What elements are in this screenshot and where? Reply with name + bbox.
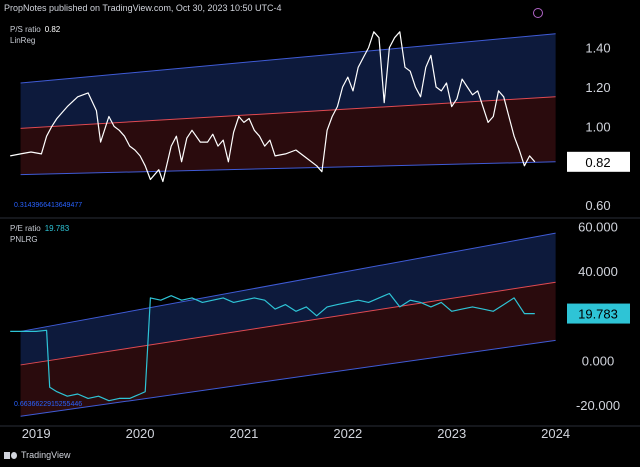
pe-title: P/E ratio bbox=[10, 224, 41, 233]
pe-study-label: PNLRG bbox=[10, 235, 38, 244]
pe-indicator-label: P/E ratio 19.783 bbox=[10, 224, 69, 233]
last-value-box-0 bbox=[567, 151, 630, 172]
channel-upper-fill-0 bbox=[20, 33, 556, 129]
ps-study-label: LinReg bbox=[10, 36, 36, 45]
channel-lower-fill-0 bbox=[20, 96, 556, 175]
y-tick-label-0-0: 1.40 bbox=[585, 41, 610, 56]
y-tick-label-1-0: 60.000 bbox=[578, 219, 618, 234]
footer-brand-label: TradingView bbox=[21, 450, 71, 460]
publish-header: PropNotes published on TradingView.com, … bbox=[4, 3, 282, 13]
channel-mid-line-1 bbox=[20, 281, 556, 366]
x-tick-label-1: 2020 bbox=[126, 426, 155, 441]
x-tick-label-4: 2023 bbox=[437, 426, 466, 441]
channel-upper-line-1 bbox=[20, 232, 556, 332]
channel-lower-fill-1 bbox=[20, 282, 556, 417]
ps-correlation: 0.3143966413649477 bbox=[14, 202, 83, 209]
x-tick-label-3: 2022 bbox=[333, 426, 362, 441]
y-tick-label-1-4: -20.000 bbox=[576, 398, 620, 413]
ps-value: 0.82 bbox=[44, 25, 61, 34]
y-tick-label-0-1: 1.20 bbox=[585, 80, 610, 95]
profile-badge-icon[interactable] bbox=[533, 8, 543, 18]
tradingview-logo-icon bbox=[4, 451, 18, 460]
y-tick-label-0-2: 1.00 bbox=[585, 119, 610, 134]
channel-lower-line-1 bbox=[20, 339, 556, 417]
x-tick-label-0: 2019 bbox=[22, 426, 51, 441]
last-value-box-1 bbox=[567, 303, 630, 324]
series-line-1 bbox=[10, 292, 535, 402]
channel-upper-line-0 bbox=[20, 33, 556, 84]
x-tick-label-2: 2021 bbox=[229, 426, 258, 441]
channel-lower-line-0 bbox=[20, 161, 556, 176]
y-tick-label-1-1: 40.000 bbox=[578, 264, 618, 279]
footer-brand[interactable]: TradingView bbox=[4, 450, 71, 460]
channel-mid-line-0 bbox=[20, 96, 556, 129]
y-tick-label-0-4: 0.60 bbox=[585, 198, 610, 213]
pe-value: 19.783 bbox=[44, 224, 70, 233]
y-tick-label-1-3: 0.000 bbox=[582, 353, 615, 368]
channel-upper-fill-1 bbox=[20, 233, 556, 365]
series-line-0 bbox=[10, 31, 536, 183]
ps-indicator-label: P/S ratio 0.82 bbox=[10, 25, 60, 34]
x-tick-label-5: 2024 bbox=[541, 426, 570, 441]
ps-title: P/S ratio bbox=[10, 25, 41, 34]
last-value-label-1: 19.783 bbox=[578, 307, 618, 322]
last-value-label-0: 0.82 bbox=[585, 155, 610, 170]
pe-correlation: 0.6636622915255446 bbox=[14, 401, 83, 408]
